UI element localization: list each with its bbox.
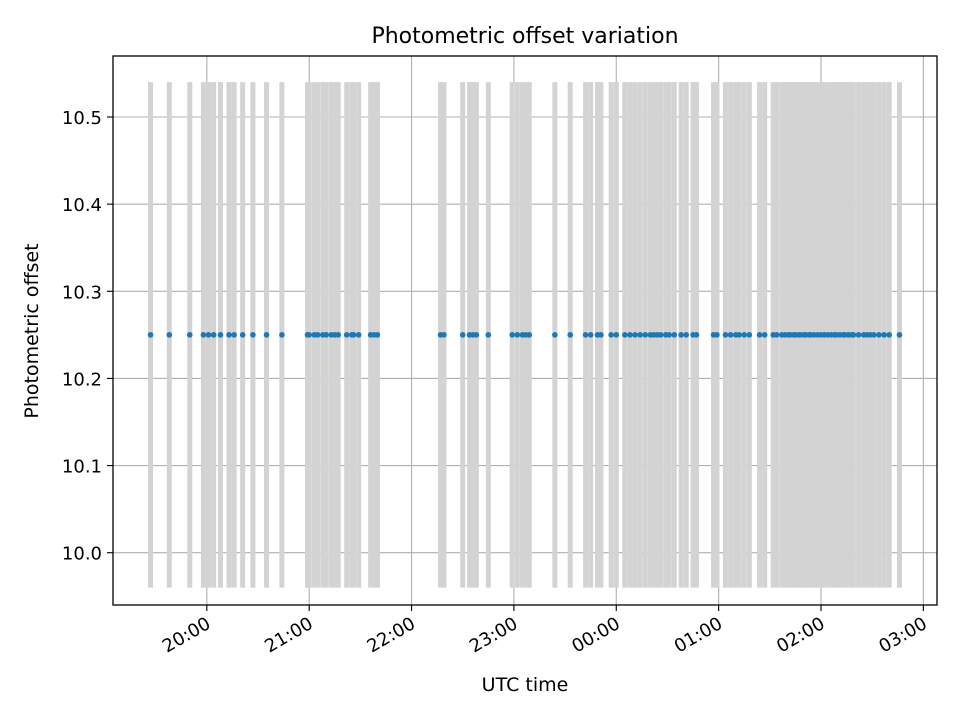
data-point [632, 332, 638, 338]
plot-frame [112, 55, 938, 606]
data-point [147, 332, 154, 338]
data-point [613, 332, 620, 338]
data-point [459, 332, 466, 338]
data-point [567, 332, 574, 338]
data-point [881, 332, 887, 338]
y-tick-label: 10.1 [62, 457, 102, 478]
data-point [441, 332, 447, 338]
data-point [736, 332, 742, 338]
x-tick-label: 02:00 [773, 613, 828, 657]
data-point [314, 332, 321, 338]
data-point [642, 332, 649, 338]
y-tick-label: 10.2 [62, 369, 102, 390]
data-point [509, 332, 516, 338]
data-point [850, 332, 857, 338]
data-point [598, 332, 604, 338]
data-point [485, 332, 492, 338]
data-point [683, 332, 690, 338]
y-tick-label: 10.3 [62, 282, 102, 303]
data-point [231, 332, 237, 338]
data-point [637, 332, 643, 338]
data-point [671, 332, 678, 338]
data-point [217, 332, 224, 338]
x-tick-label: 01:00 [671, 613, 726, 657]
data-point [608, 332, 614, 338]
data-point [323, 332, 330, 338]
data-point [627, 332, 633, 338]
data-point [746, 332, 753, 338]
data-point [678, 332, 684, 338]
x-axis: 20:00 21:00 22:00 23:00 00:00 01:00 02:00 03:00 [159, 605, 931, 657]
data-point [166, 332, 173, 338]
data-point [773, 332, 780, 338]
data-point [186, 332, 193, 338]
data-point [343, 332, 350, 338]
data-point [855, 332, 862, 338]
x-axis-label: UTC time [482, 674, 569, 696]
x-tick-label: 21:00 [261, 613, 316, 657]
x-tick-label: 03:00 [875, 613, 930, 657]
data-point [306, 332, 312, 338]
data-point [876, 332, 882, 338]
data-point [473, 332, 480, 338]
data-point [761, 332, 768, 338]
data-point [587, 332, 594, 338]
data-point [355, 332, 362, 338]
y-tick-label: 10.5 [62, 108, 102, 129]
data-point [200, 332, 207, 338]
y-tick-label: 10.4 [62, 195, 102, 216]
data-point [210, 332, 217, 338]
y-axis: 10.0 10.1 10.2 10.3 10.4 10.5 [62, 108, 113, 565]
data-point [226, 332, 232, 338]
data-point [871, 332, 877, 338]
data-point [335, 332, 341, 338]
data-point [239, 332, 246, 338]
data-point [526, 332, 533, 338]
data-point [727, 332, 734, 338]
data-point [514, 332, 521, 338]
data-point [582, 332, 589, 338]
data-point [622, 332, 628, 338]
data-point [263, 332, 270, 338]
data-point [205, 332, 212, 338]
data-point [374, 332, 381, 338]
data-point [657, 332, 664, 338]
data-points [147, 332, 903, 338]
chart-title: Photometric offset variation [371, 24, 678, 49]
data-point [896, 332, 903, 338]
data-point [666, 332, 672, 338]
x-tick-label: 22:00 [364, 613, 419, 657]
data-point [350, 332, 357, 338]
x-tick-label: 23:00 [466, 613, 521, 657]
data-point [756, 332, 763, 338]
data-point [250, 332, 256, 338]
data-point [886, 332, 893, 338]
y-tick-label: 10.0 [62, 544, 102, 565]
x-tick-label: 00:00 [568, 613, 623, 657]
data-point [693, 332, 700, 338]
data-point [741, 332, 748, 338]
data-point [722, 332, 729, 338]
data-point [714, 332, 720, 338]
data-point [279, 332, 285, 338]
x-tick-label: 20:00 [159, 613, 214, 657]
y-axis-label: Photometric offset [21, 243, 43, 418]
data-point [552, 332, 558, 338]
